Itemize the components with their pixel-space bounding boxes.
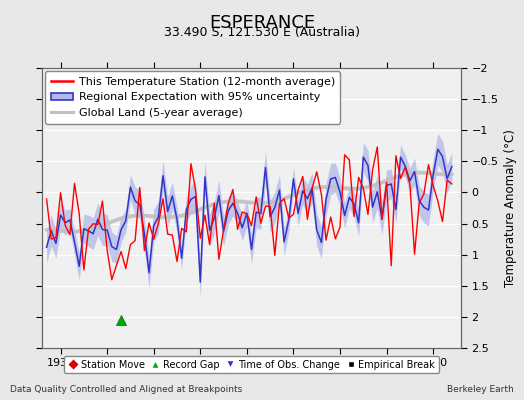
Text: 33.490 S, 121.530 E (Australia): 33.490 S, 121.530 E (Australia) bbox=[164, 26, 360, 39]
Legend: Station Move, Record Gap, Time of Obs. Change, Empirical Break: Station Move, Record Gap, Time of Obs. C… bbox=[64, 356, 439, 374]
Text: ESPERANCE: ESPERANCE bbox=[209, 14, 315, 32]
Y-axis label: Temperature Anomaly (°C): Temperature Anomaly (°C) bbox=[504, 129, 517, 287]
Text: Berkeley Earth: Berkeley Earth bbox=[447, 385, 514, 394]
Text: Data Quality Controlled and Aligned at Breakpoints: Data Quality Controlled and Aligned at B… bbox=[10, 385, 243, 394]
